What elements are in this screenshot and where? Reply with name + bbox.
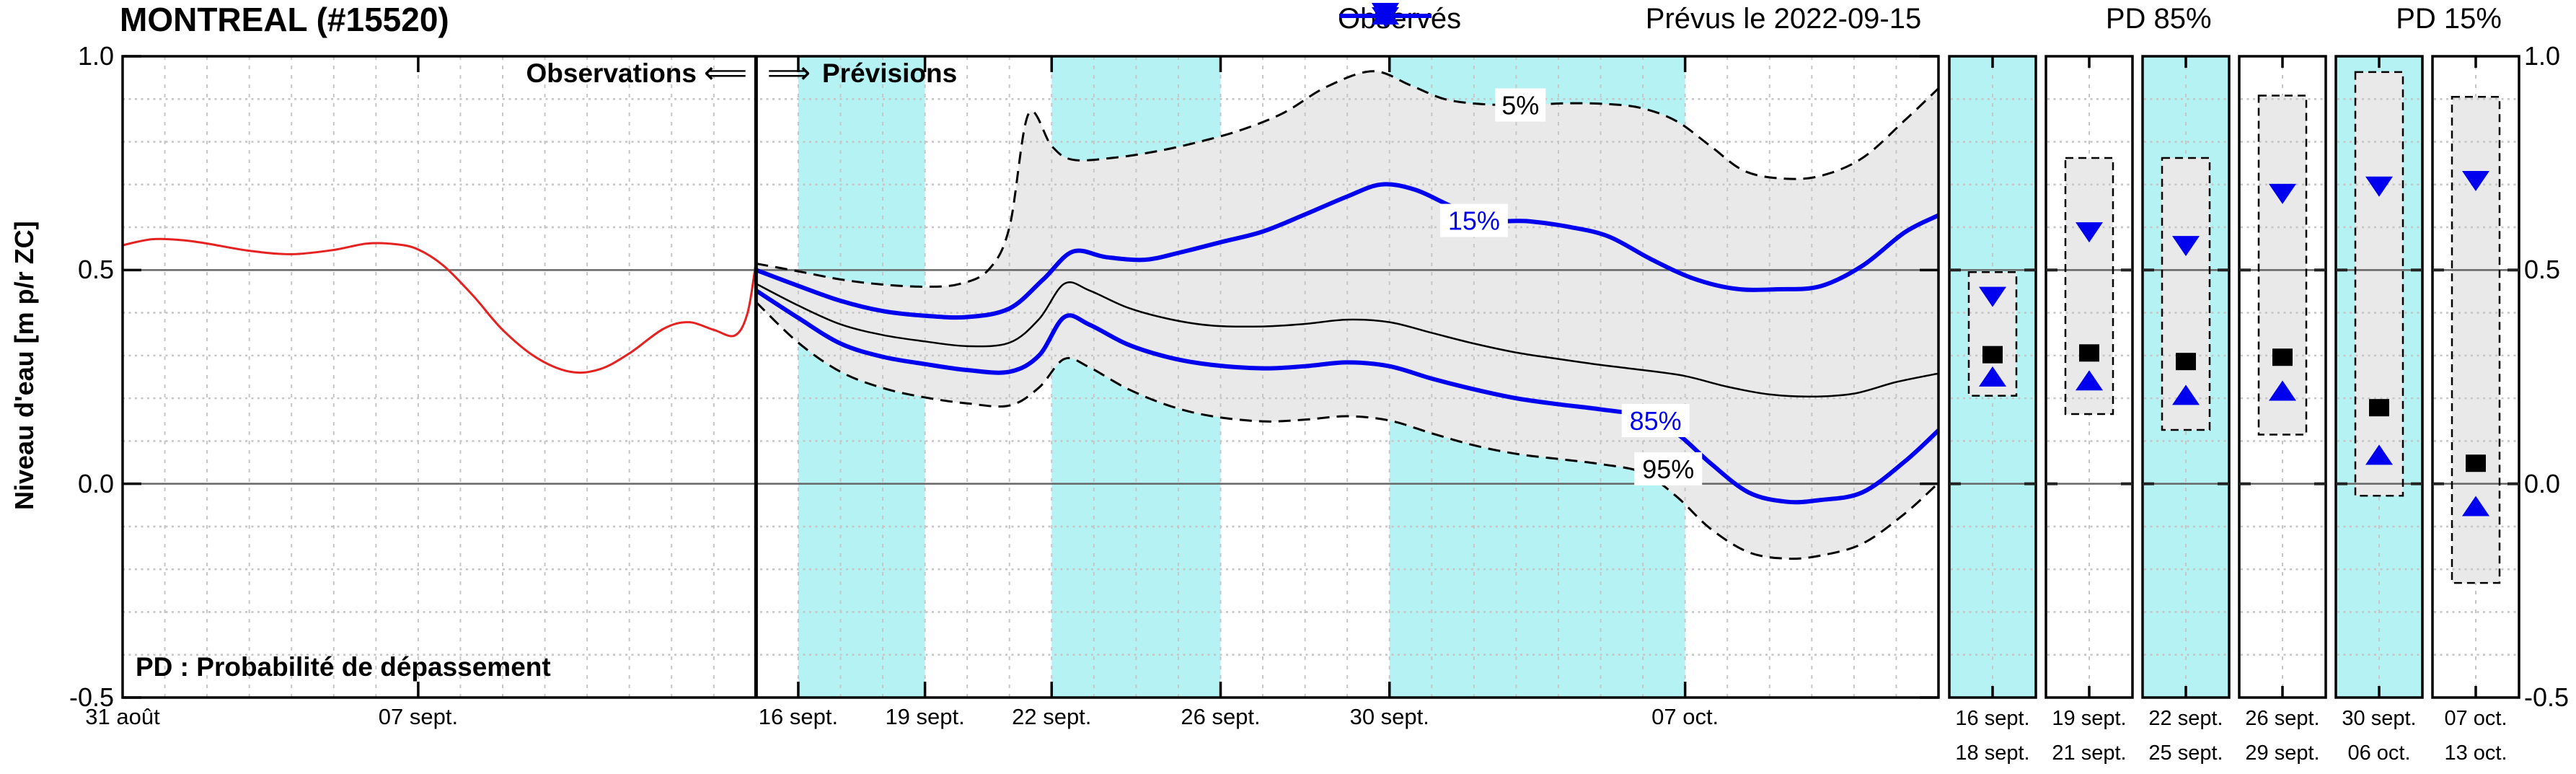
forecast-panel — [2045, 55, 2134, 699]
panel-date-end-label: 25 sept. — [2148, 742, 2223, 765]
forecast-median-square-marker — [2369, 399, 2389, 417]
p95-dashed-line — [755, 301, 1940, 560]
panel-date-end-label: 29 sept. — [2245, 742, 2320, 765]
pd85-line — [754, 289, 1941, 505]
pd15-triangle-down-marker — [2365, 176, 2393, 197]
left-double-arrow-icon: ⟸ — [703, 56, 748, 89]
y-tick-label-left: 0.0 — [77, 468, 114, 498]
chart-title: MONTREAL (#15520) — [120, 1, 449, 38]
legend-item-observed: Observés — [1338, 3, 1461, 35]
legend-label: Observés — [1338, 2, 1462, 35]
pd15-triangle-down-marker — [2462, 171, 2489, 192]
pd85-triangle-up-marker — [2172, 384, 2200, 405]
pd-note: PD : Probabilité de dépassement — [136, 652, 551, 682]
curve-label-85%: 85% — [1630, 406, 1682, 436]
legend-label: Prévus le 2022-09-15 — [1645, 2, 1922, 35]
forecast-median-square-marker — [2176, 353, 2196, 371]
panel-date-end-label: 18 sept. — [1955, 742, 2030, 765]
panel-date-start-label: 22 sept. — [2148, 707, 2223, 730]
legend-item-pd85: PD 85% — [1339, 2, 2212, 35]
forecast-panels — [1948, 55, 2520, 699]
curve-label-15%: 15% — [1448, 206, 1500, 236]
curve-label-5%: 5% — [1501, 91, 1539, 120]
forecast-median-square-marker — [2272, 348, 2293, 366]
panel-range-box — [2259, 95, 2306, 435]
curve-label-95%: 95% — [1642, 454, 1694, 484]
pd15-triangle-down-marker — [1979, 286, 2006, 307]
pd85-triangle-up-marker — [2365, 444, 2393, 465]
forecast-panel — [2238, 55, 2327, 699]
pd85-triangle-up-marker — [1979, 366, 2006, 387]
panel-date-start-label: 16 sept. — [1955, 707, 2030, 730]
legend-pd15-triangle-down-icon — [1339, 7, 1432, 27]
x-tick-label: 22 sept. — [1012, 704, 1092, 729]
previsions-label: Prévisions — [822, 58, 958, 88]
forecast-median-square-marker — [1982, 346, 2003, 364]
forecast-median-square-marker — [2079, 344, 2099, 362]
observations-label: Observations — [526, 58, 697, 88]
y-tick-label-left: 1.0 — [77, 41, 114, 71]
pd15-triangle-down-marker — [2076, 222, 2103, 243]
forecast-curves — [122, 70, 1941, 560]
pd85-triangle-up-marker — [2076, 370, 2103, 391]
legend: Observés Prévus le 2022-09-15 PD 85% PD … — [1338, 0, 2502, 38]
x-tick-label: 26 sept. — [1181, 704, 1261, 729]
pd15-line — [755, 182, 1940, 320]
forecast-median-line — [755, 281, 1939, 398]
main-plot-frame — [121, 55, 1940, 699]
panel-date-start-label: 30 sept. — [2342, 707, 2417, 730]
y-tick-label-right: 0.5 — [2524, 255, 2561, 285]
x-tick-label: 16 sept. — [758, 704, 839, 729]
x-tick-label: 30 sept. — [1349, 704, 1429, 729]
p5-dashed-line — [756, 70, 1940, 288]
y-tick-label-right: 1.0 — [2524, 41, 2561, 71]
legend-label: PD 85% — [2105, 2, 2212, 35]
panel-date-start-label: 19 sept. — [2052, 707, 2127, 730]
panel-date-start-label: 26 sept. — [2245, 707, 2320, 730]
forecast-panel — [1948, 55, 2037, 699]
legend-item-pd15: PD 15% — [1339, 2, 2502, 35]
x-tick-label: 19 sept. — [885, 704, 965, 729]
legend-item-forecast: Prévus le 2022-09-15 — [1339, 2, 1922, 35]
x-tick-label: 07 sept. — [378, 704, 459, 729]
panel-date-end-label: 06 oct. — [2347, 742, 2411, 765]
panel-date-start-label: 07 oct. — [2444, 707, 2507, 730]
legend-label: PD 15% — [2396, 2, 2502, 35]
observed-line — [122, 237, 757, 374]
panel-range-box — [2162, 158, 2210, 430]
forecast-panel — [2334, 55, 2424, 699]
forecast-panel — [2431, 55, 2520, 699]
panel-range-box — [2355, 71, 2403, 496]
pd85-triangle-up-marker — [2269, 380, 2296, 401]
panel-date-end-label: 21 sept. — [2052, 742, 2127, 765]
y-tick-label-right: 0.0 — [2524, 468, 2561, 498]
y-tick-label-left: -0.5 — [69, 682, 114, 712]
y-tick-label-right: -0.5 — [2524, 682, 2570, 712]
pd15-triangle-down-marker — [2269, 183, 2296, 204]
curve-inline-labels: 5% 15% 85% 95% — [1439, 88, 1703, 485]
pd85-triangle-up-marker — [2462, 496, 2489, 516]
right-double-arrow-icon: ⟹ — [767, 56, 811, 89]
x-tick-label: 31 août — [85, 704, 160, 729]
forecast-panel — [2141, 55, 2231, 699]
pd15-triangle-down-marker — [2172, 236, 2200, 257]
forecast-median-square-marker — [2466, 454, 2486, 472]
x-tick-label: 07 oct. — [1651, 704, 1719, 729]
panel-date-end-label: 13 oct. — [2444, 742, 2507, 765]
y-tick-label-left: 0.5 — [77, 255, 114, 285]
